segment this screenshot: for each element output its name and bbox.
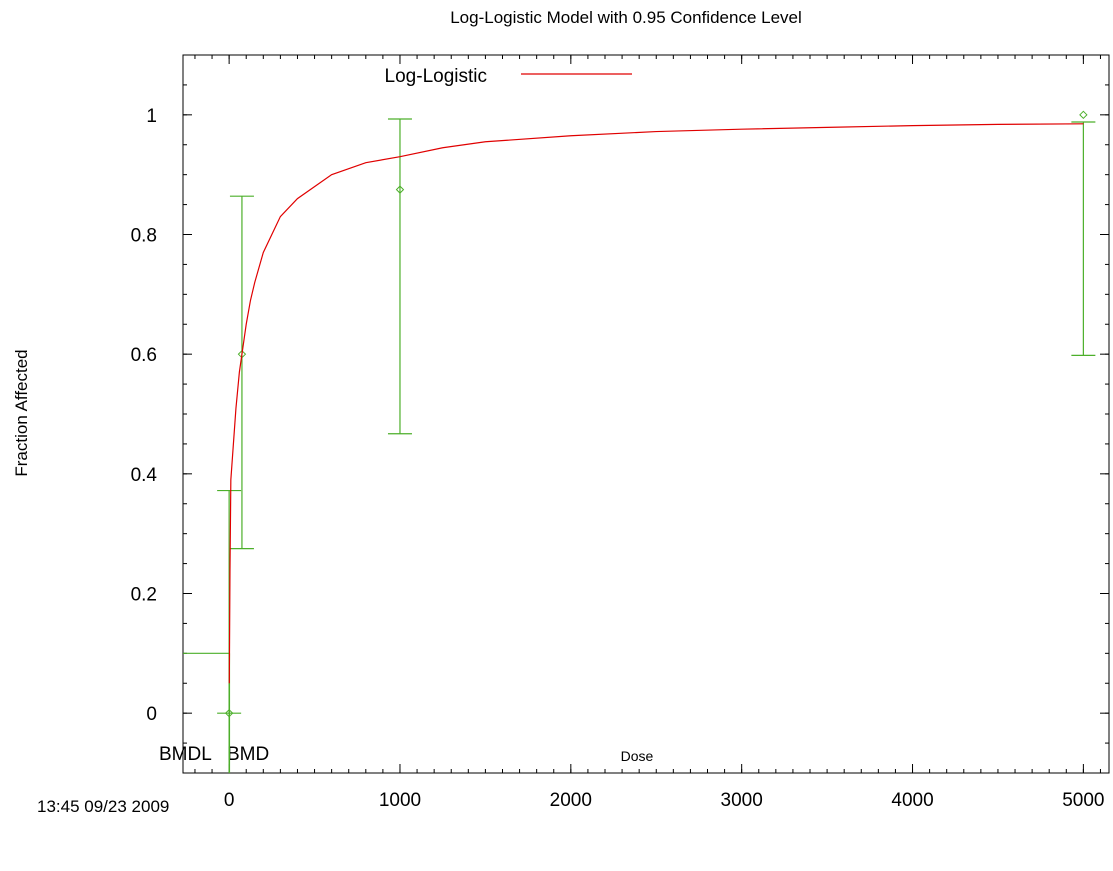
y-tick-label: 1 <box>146 106 157 127</box>
y-tick-label: 0.8 <box>131 226 157 247</box>
y-tick-label: 0 <box>146 704 157 725</box>
y-tick-label: 0.2 <box>131 585 157 606</box>
y-tick-label: 0.4 <box>131 465 158 486</box>
x-axis-label: Dose <box>621 748 654 764</box>
timestamp: 13:45 09/23 2009 <box>37 797 169 816</box>
y-axis-label: Fraction Affected <box>12 349 31 476</box>
model-curve <box>228 123 1084 684</box>
x-tick-label: 0 <box>224 790 235 811</box>
x-tick-label: 3000 <box>721 790 763 811</box>
observed-point <box>1079 110 1088 120</box>
chart-title: Log-Logistic Model with 0.95 Confidence … <box>450 8 802 27</box>
observed-point <box>224 708 234 718</box>
y-tick-label: 0.6 <box>131 345 157 366</box>
legend-label: Log-Logistic <box>385 66 487 87</box>
x-tick-label: 4000 <box>891 790 933 811</box>
bmd-label: BMD <box>227 744 269 765</box>
x-tick-label: 5000 <box>1062 790 1104 811</box>
x-tick-label: 1000 <box>379 790 421 811</box>
x-tick-label: 2000 <box>550 790 592 811</box>
plot-area: 0 1000 2000 3000 4000 5000 0 0.2 0.4 0.6 0.8 1 <box>131 54 1110 811</box>
observed-point <box>395 185 405 194</box>
bmdl-label: BMDL <box>159 744 212 765</box>
plot-frame <box>182 54 1110 774</box>
